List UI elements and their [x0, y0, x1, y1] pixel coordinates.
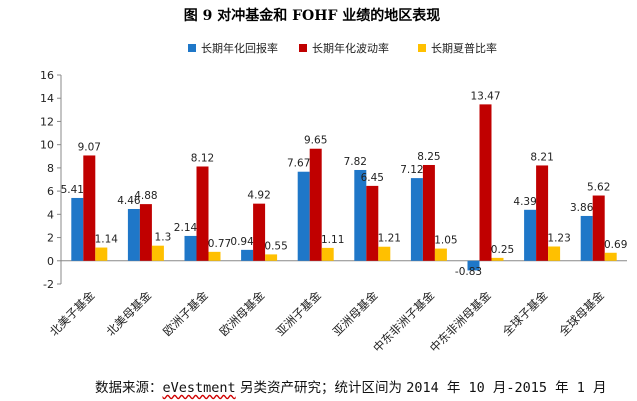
- data-label-2-4: 1.11: [321, 234, 344, 246]
- y-tick-label-6: 10: [40, 139, 54, 152]
- bar-2-7: [491, 257, 504, 261]
- data-label-0-4: 7.67: [287, 158, 310, 170]
- data-label-0-8: 4.39: [513, 196, 536, 208]
- legend-swatch-2: [418, 44, 426, 52]
- data-label-0-2: 2.14: [174, 222, 198, 234]
- source-period: 2014 年 10 月-2015 年 1 月: [406, 380, 607, 396]
- data-label-0-6: 7.12: [400, 164, 423, 176]
- data-label-1-1: 4.88: [134, 190, 157, 202]
- data-label-1-0: 9.07: [78, 141, 101, 153]
- data-label-2-9: 0.69: [604, 239, 627, 251]
- bar-2-0: [95, 247, 108, 261]
- data-label-2-3: 0.55: [264, 240, 287, 252]
- legend-swatch-0: [188, 44, 196, 52]
- bar-2-4: [321, 247, 334, 261]
- bar-0-2: [184, 235, 197, 261]
- data-label-1-3: 4.92: [247, 190, 270, 202]
- bar-0-6: [410, 178, 423, 261]
- bar-0-0: [71, 197, 84, 261]
- source-note: 数据来源：eVestment 另类资产研究；统计区间为 2014 年 10 月-…: [95, 376, 635, 396]
- source-prefix: 数据来源：: [95, 380, 163, 396]
- bar-1-1: [139, 204, 152, 261]
- bar-2-9: [604, 252, 617, 261]
- data-label-0-3: 0.94: [230, 236, 254, 248]
- bar-1-5: [366, 185, 379, 261]
- category-label-0: 北美子基金: [47, 288, 98, 339]
- bar-0-3: [241, 249, 254, 261]
- y-tick-label-9: 16: [40, 69, 54, 82]
- y-tick-label-7: 12: [40, 115, 54, 128]
- legend-swatch-1: [299, 44, 307, 52]
- bar-2-5: [378, 246, 391, 261]
- y-tick-label-8: 14: [40, 92, 54, 105]
- bar-0-5: [354, 169, 367, 261]
- category-label-9: 全球母基金: [556, 288, 607, 339]
- legend-label-2: 长期夏普比率: [431, 41, 497, 55]
- data-label-2-6: 1.05: [434, 235, 457, 247]
- bar-2-3: [265, 254, 278, 261]
- y-tick-label-1: 0: [47, 255, 54, 268]
- bar-1-4: [309, 148, 322, 261]
- category-label-3: 欧洲母基金: [217, 288, 268, 339]
- source-middle: 另类资产研究；统计区间为: [235, 380, 407, 396]
- data-label-1-2: 8.12: [191, 152, 214, 164]
- y-tick-label-2: 2: [47, 232, 54, 245]
- bar-1-9: [592, 195, 605, 261]
- bar-1-8: [536, 165, 549, 261]
- data-label-2-5: 1.21: [378, 233, 401, 245]
- bar-0-9: [580, 215, 593, 261]
- data-label-2-0: 1.14: [95, 234, 119, 246]
- data-label-0-9: 3.86: [570, 202, 594, 214]
- bar-0-8: [524, 209, 537, 261]
- data-label-0-1: 4.46: [117, 195, 141, 207]
- data-label-2-2: 0.77: [208, 238, 231, 250]
- y-tick-label-3: 4: [47, 208, 54, 221]
- y-tick-label-0: -2: [43, 278, 54, 291]
- bar-1-6: [422, 164, 435, 261]
- bar-1-0: [83, 155, 96, 261]
- category-label-1: 北美母基金: [103, 288, 154, 339]
- data-label-2-8: 1.23: [547, 232, 570, 244]
- data-label-2-7: 0.25: [491, 244, 514, 256]
- data-label-1-6: 8.25: [417, 151, 440, 163]
- data-label-1-9: 5.62: [587, 182, 610, 194]
- bar-2-2: [208, 251, 221, 261]
- category-label-7: 中东非洲母基金: [427, 288, 494, 355]
- legend-label-0: 长期年化回报率: [201, 41, 278, 55]
- source-brand: eVestment: [162, 380, 236, 396]
- bar-1-3: [253, 203, 266, 261]
- data-label-2-1: 1.3: [155, 232, 172, 244]
- bar-0-1: [127, 208, 140, 261]
- data-label-1-7: 13.47: [470, 90, 500, 102]
- bar-2-6: [434, 248, 447, 261]
- legend-label-1: 长期年化波动率: [312, 41, 389, 55]
- category-label-8: 全球子基金: [500, 288, 551, 339]
- bar-2-1: [151, 245, 164, 261]
- bar-2-8: [548, 246, 561, 261]
- bar-1-7: [479, 104, 492, 261]
- y-tick-label-5: 8: [47, 162, 54, 175]
- data-label-1-5: 6.45: [361, 172, 384, 184]
- category-label-2: 欧洲子基金: [160, 288, 211, 339]
- y-tick-label-4: 6: [47, 185, 54, 198]
- data-label-0-5: 7.82: [344, 156, 367, 168]
- chart-title: 图 9 对冲基金和 FOHF 业绩的地区表现: [184, 7, 441, 24]
- category-label-5: 亚洲母基金: [330, 288, 381, 339]
- data-label-0-0: 5.41: [61, 184, 84, 196]
- bar-0-7: [467, 260, 480, 271]
- bar-0-4: [297, 171, 310, 261]
- data-label-0-7: -0.83: [455, 266, 482, 278]
- bar-1-2: [196, 166, 209, 261]
- data-label-1-4: 9.65: [304, 135, 327, 147]
- category-label-4: 亚洲子基金: [273, 288, 324, 339]
- data-label-1-8: 8.21: [530, 151, 553, 163]
